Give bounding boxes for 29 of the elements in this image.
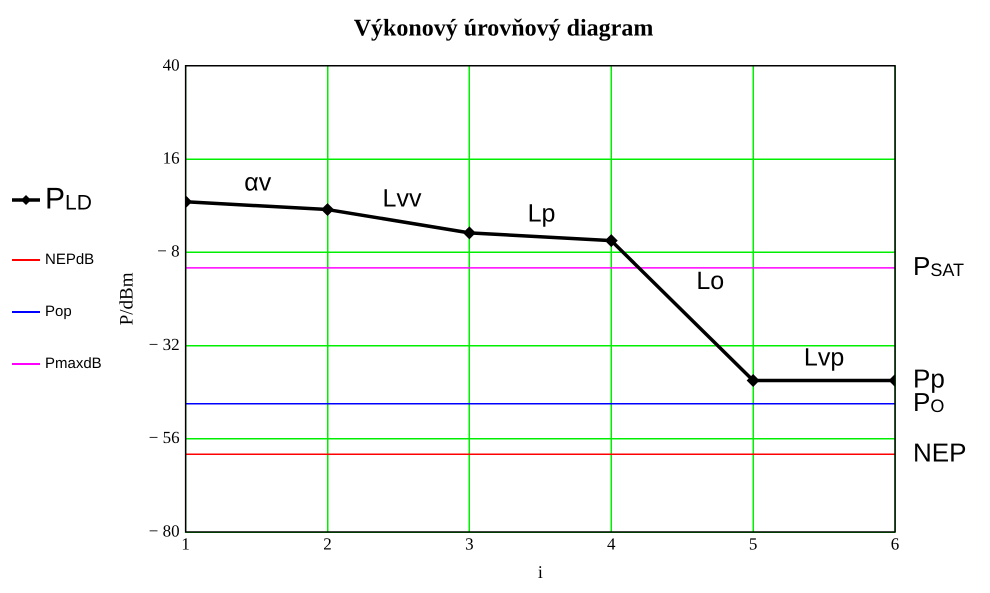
text: PSAT bbox=[913, 250, 964, 281]
legend-label: NEPdB bbox=[45, 251, 94, 268]
x-tick-label: 6 bbox=[890, 534, 900, 554]
text: NEP bbox=[913, 437, 966, 468]
x-tick-label: 5 bbox=[748, 534, 758, 554]
legend-label: PLD bbox=[45, 182, 92, 216]
y-tick-label: − 56 bbox=[148, 428, 180, 448]
point bbox=[464, 227, 476, 239]
y-tick-label: − 32 bbox=[148, 334, 180, 354]
point bbox=[747, 374, 759, 386]
x-axis-title: i bbox=[538, 562, 543, 582]
y-tick-label: 40 bbox=[162, 55, 180, 74]
x-tick-label: 3 bbox=[465, 534, 474, 554]
y-tick-label: − 8 bbox=[157, 242, 180, 261]
annotation: Lvp bbox=[804, 343, 844, 372]
chart-title: Výkonový úrovňový diagram bbox=[354, 16, 654, 42]
y-tick-label: 16 bbox=[162, 148, 180, 168]
legend-label: PmaxdB bbox=[45, 355, 102, 372]
annotation: Lp bbox=[528, 200, 556, 228]
x-tick-label: 1 bbox=[181, 534, 190, 554]
x-tick-label: 2 bbox=[323, 534, 332, 554]
annotation: Lo bbox=[696, 266, 724, 295]
legend-label: Pop bbox=[45, 303, 72, 320]
y-axis-title: P/dBm bbox=[116, 272, 138, 326]
y-tick-label: − 80 bbox=[148, 521, 180, 540]
point bbox=[606, 234, 618, 246]
annotation: Lvv bbox=[382, 184, 422, 212]
annotation: αv bbox=[244, 168, 272, 197]
x-tick-label: 4 bbox=[607, 534, 616, 554]
